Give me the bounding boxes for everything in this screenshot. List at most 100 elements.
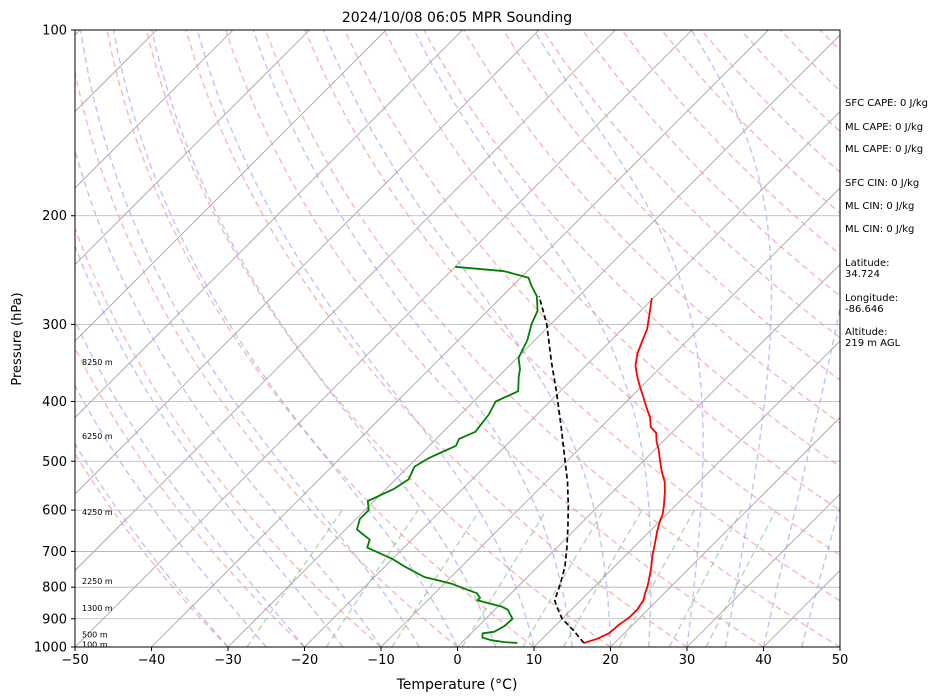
y-axis-ticks: 100 200 300 400 500 600 700 800 900 1000 [34,24,75,656]
isotherm-line [75,30,616,572]
isotherm-line [75,30,387,342]
y-axis-label: Pressure (hPa) [10,292,25,385]
sounding-stat: ML CIN: 0 J/kg [845,224,915,235]
isotherm-line [610,416,840,647]
isotherm-line [380,187,840,647]
moist-adiabat-line [75,442,229,647]
y-tick-label: 900 [42,612,67,627]
dry-adiabat-line [185,30,688,647]
y-tick-label: 100 [42,24,67,39]
mixing-ratio-line [562,509,643,647]
dry-adiabat-line [423,30,840,468]
height-label: 2250 m [82,577,113,586]
moist-adiabat-line [196,30,535,647]
dry-adiabat-line [145,30,611,647]
moist-adiabat-line [322,30,612,647]
x-tick-label: −30 [214,653,241,668]
temperature-line [583,297,666,644]
dry-adiabat-line [264,30,840,647]
y-tick-label: 500 [42,455,67,470]
mixing-ratio-line [705,509,777,647]
isotherm-line [227,34,840,647]
x-tick-label: −40 [138,653,165,668]
moist-adiabat-line [801,503,840,647]
isotherm-line [75,30,234,189]
mixing-ratio-line [618,509,696,647]
moist-adiabat-line [80,30,420,647]
x-tick-label: −10 [367,653,394,668]
moist-adiabat-line [75,244,344,647]
chart-title: 2024/10/08 06:05 MPR Sounding [342,10,572,26]
moist-adiabat-line [533,30,704,647]
sounding-stat: SFC CIN: 0 J/kg [845,178,920,189]
grid-lines [75,29,840,648]
y-tick-label: 200 [42,209,67,224]
x-tick-label: 30 [679,653,696,668]
isotherm-line [686,493,840,647]
series-group [356,265,666,644]
dry-adiabat-line [106,30,535,647]
x-tick-label: 10 [526,653,543,668]
isotherm-line [75,30,463,419]
dry-adiabat-line [225,30,764,647]
moist-adiabat-line [252,30,573,647]
sounding-stat: SFC CAPE: 0 J/kg [845,98,928,109]
isotherm-line [75,30,310,266]
dewpoint-line [356,265,539,644]
parcel-line [538,295,585,644]
x-axis-label: Temperature (°C) [396,677,518,693]
moist-adiabat-line [413,30,652,647]
reference-lines [0,30,840,647]
moist-adiabat-line [151,30,497,647]
moist-adiabat-line [762,304,840,647]
x-tick-label: 0 [453,653,461,668]
dry-adiabat-line [75,226,382,647]
x-tick-label: 40 [755,653,772,668]
y-tick-label: 600 [42,504,67,519]
isotherm-line [75,30,693,647]
x-tick-label: 20 [602,653,619,668]
isotherm-line [457,263,840,647]
x-tick-label: 50 [832,653,849,668]
sounding-stat: Latitude: 34.724 [845,258,890,280]
mixing-ratio-line [246,509,344,647]
dry-adiabat-line [75,68,458,647]
height-label: 100 m [82,640,108,649]
plot-frame [74,29,841,648]
x-tick-label: −50 [61,653,88,668]
dry-adiabat-line [75,346,305,647]
moist-adiabat-line [690,30,773,647]
y-tick-label: 300 [42,318,67,333]
y-tick-label: 800 [42,581,67,596]
sounding-stat: ML CIN: 0 J/kg [845,201,915,212]
dry-adiabat-line [383,30,840,512]
height-label: 1300 m [82,604,113,613]
isotherm-line [151,30,769,647]
dry-adiabat-line [304,30,840,602]
mixing-ratio-line [522,509,605,647]
x-axis-ticks: −50 −40 −30 −20 −10 0 10 20 30 40 50 [61,647,848,668]
height-label: 8250 m [82,358,113,367]
isotherm-line [75,30,540,495]
sounding-stat: ML CAPE: 0 J/kg [845,144,924,155]
isotherm-line [304,110,840,647]
dry-adiabat-line [343,30,840,556]
moist-adiabat-line [75,384,267,647]
sounding-stat: ML CAPE: 0 J/kg [845,122,924,133]
height-label: 6250 m [82,432,113,441]
y-tick-label: 1000 [34,641,67,656]
y-tick-label: 700 [42,545,67,560]
sounding-stat: Longitude: -86.646 [845,293,899,315]
x-tick-label: −20 [291,653,318,668]
y-tick-label: 400 [42,395,67,410]
moist-adiabat-line [75,147,382,647]
moist-adiabat-line [112,30,459,647]
isotherm-line [0,30,4,647]
height-label: 4250 m [82,508,113,517]
mixing-ratio-line [668,509,743,647]
height-label: 500 m [82,631,108,640]
isotherm-line [533,340,840,647]
sounding-stat: Altitude: 219 m AGL [845,327,901,349]
